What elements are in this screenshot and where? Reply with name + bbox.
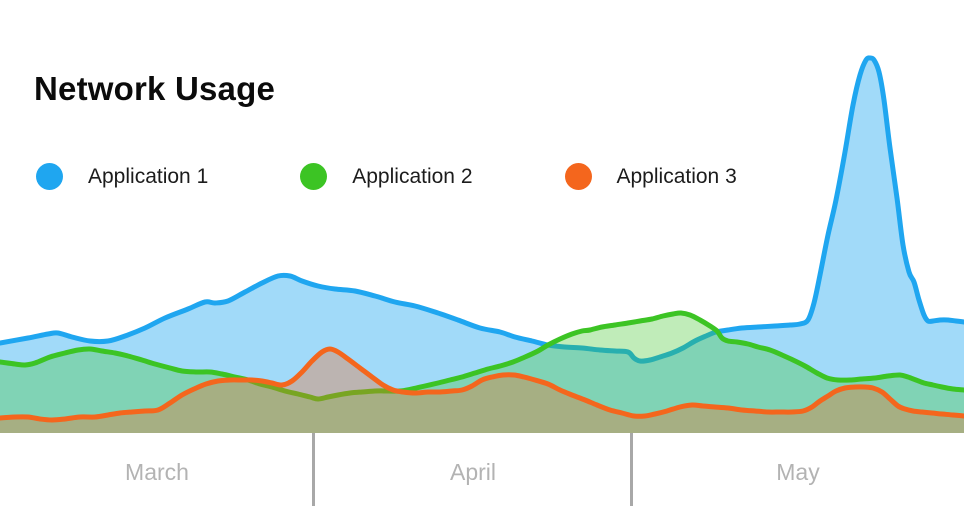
application-2-series[interactable] bbox=[0, 310, 964, 433]
legend-item-application-1[interactable]: Application 1 bbox=[36, 163, 208, 190]
legend-label: Application 3 bbox=[616, 164, 737, 188]
application-3-series[interactable] bbox=[0, 346, 964, 433]
x-axis-label-april: April bbox=[449, 459, 497, 485]
month-boundary-tick-may bbox=[629, 433, 633, 506]
x-axis-label-march: March bbox=[125, 459, 189, 485]
x-axis-label-may: May bbox=[776, 459, 820, 485]
legend-item-application-3[interactable]: Application 3 bbox=[564, 163, 737, 190]
application-3-line[interactable] bbox=[0, 346, 964, 423]
page-title: Network Usage bbox=[34, 70, 276, 107]
legend: Application 1 Application 2 Application … bbox=[36, 163, 737, 190]
legend-label: Application 2 bbox=[352, 164, 473, 188]
application-3-swatch-icon bbox=[564, 163, 592, 190]
legend-label: Application 1 bbox=[88, 164, 209, 188]
application-3-area[interactable] bbox=[0, 349, 964, 433]
application-2-swatch-icon bbox=[300, 163, 328, 190]
legend-item-application-2[interactable]: Application 2 bbox=[300, 163, 473, 190]
application-2-line[interactable] bbox=[0, 310, 964, 402]
application-1-swatch-icon bbox=[36, 163, 63, 190]
month-boundary-tick-april bbox=[311, 433, 315, 506]
application-1-line[interactable] bbox=[0, 55, 964, 364]
